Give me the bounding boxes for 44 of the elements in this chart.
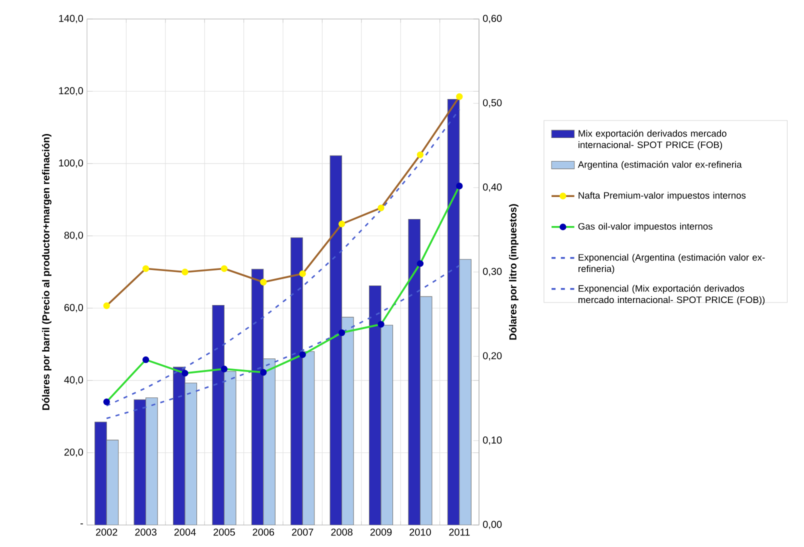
legend-label: Exponencial (Mix exportación derivados mercado internacional- SPOT PRICE (FOB)) <box>578 284 765 305</box>
bar <box>408 218 420 525</box>
y2-axis-title: Dólares por litro (impuestos) <box>509 204 518 340</box>
x-tick-label: 2006 <box>252 528 274 536</box>
y-tick-label: 120,0 <box>59 87 83 96</box>
x-tick-label: 2005 <box>214 528 235 536</box>
legend-label: Argentina (estimación valor ex-refineria <box>578 160 742 170</box>
x-tick-label: 2011 <box>449 528 470 536</box>
y2-tick-label: 0,30 <box>483 268 502 276</box>
y-tick-label: 20,0 <box>64 448 84 457</box>
bar <box>447 98 460 525</box>
y-tick-label: 60,0 <box>64 304 84 312</box>
y2-tick-label: 0,50 <box>483 99 502 108</box>
bar <box>290 237 303 525</box>
y2-tick-label: 0,10 <box>483 436 502 445</box>
bar <box>330 155 342 525</box>
bar <box>212 304 224 525</box>
bar <box>368 285 382 525</box>
y-tick-label: 80,0 <box>64 232 84 240</box>
line-series <box>106 264 460 420</box>
legend-label: Mix exportación derivados mercado internacional- SPOT PRICE (FOB) <box>578 130 726 150</box>
y-tick-label: - <box>80 523 83 524</box>
bar <box>172 366 186 525</box>
x-tick-label: 2003 <box>135 528 156 536</box>
y2-tick-label: 0,00 <box>483 520 502 530</box>
x-tick-label: 2004 <box>174 528 196 536</box>
y2-tick-label: 0,40 <box>483 184 502 192</box>
y-tick-label: 140,0 <box>59 14 83 24</box>
x-tick-label: 2010 <box>410 528 431 536</box>
x-tick-label: 2008 <box>331 528 352 536</box>
bar <box>251 268 264 525</box>
y-tick-label: 40,0 <box>64 376 84 385</box>
x-tick-label: 2007 <box>292 528 314 536</box>
legend-label: Exponencial (Argentina (estimación valor ex-refineria) <box>578 254 765 274</box>
bar <box>134 399 146 525</box>
legend-label: Nafta Premium-valor impuestos internos <box>578 192 746 201</box>
y2-tick-label: 0,60 <box>483 14 502 24</box>
x-tick-label: 2009 <box>370 528 392 536</box>
x-tick-label: 2002 <box>96 528 118 536</box>
legend-label: Gas oil-valor impuestos internos <box>578 222 712 232</box>
bar <box>94 422 107 525</box>
y-axis-title: Dólares por barril (Precio al productor+margen refinación) <box>42 134 52 410</box>
y-tick-label: 100,0 <box>59 159 83 168</box>
y2-tick-label: 0,20 <box>483 352 502 360</box>
